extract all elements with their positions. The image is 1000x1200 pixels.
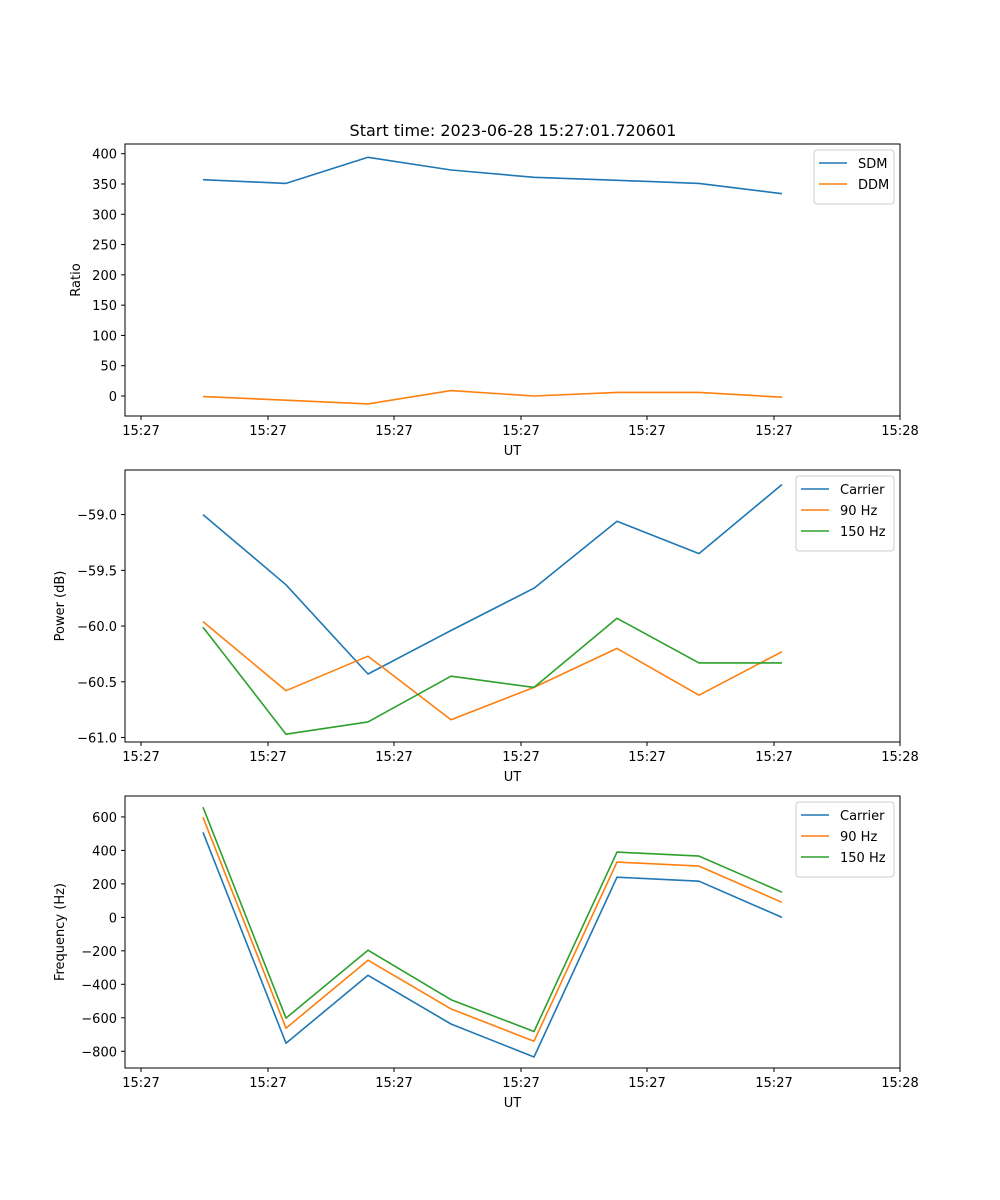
y-tick-label: −59.0 [77,509,117,524]
x-tick-label: 15:27 [502,424,539,439]
y-tick-label: 200 [92,878,117,893]
x-axis-label: UT [504,1096,522,1111]
y-tick-label: −61.0 [77,732,117,747]
y-tick-label: −60.0 [77,620,117,635]
legend-box [795,475,895,552]
legend-label: DDM [858,178,889,193]
x-tick-label: 15:27 [755,424,792,439]
x-tick-label: 15:28 [881,1076,918,1091]
legend-label: 90 Hz [840,504,877,519]
series-line-150-hz [202,806,783,1033]
y-tick-label: 200 [92,269,117,284]
y-tick-label: 600 [92,811,117,826]
y-tick-label: 50 [100,360,117,375]
y-tick-label: 350 [92,178,117,193]
x-tick-label: 15:27 [249,424,286,439]
series-line-sdm [202,156,783,195]
x-tick-label: 15:27 [122,1076,159,1091]
x-tick-label: 15:27 [755,750,792,765]
axes-3: 15:27 15:27 15:27 15:27 15:27 15:27 15:28 −800 −… [53,795,919,1111]
y-tick-label: 400 [92,844,117,859]
y-axis-label: Ratio [69,263,84,296]
x-tick-label: 15:27 [375,424,412,439]
x-tick-label: 15:27 [122,750,159,765]
x-tick-label: 15:27 [628,750,665,765]
y-tick-label: −400 [81,978,117,993]
y-axis-label: Frequency (Hz) [53,883,68,981]
x-tick-label: 15:28 [881,424,918,439]
legend-label: SDM [858,157,887,172]
x-tick-label: 15:27 [628,424,665,439]
legend-label: 150 Hz [840,525,886,540]
x-tick-label: 15:27 [502,1076,539,1091]
series-line-carrier [202,483,783,675]
x-tick-label: 15:27 [628,1076,665,1091]
x-axis-label: UT [504,770,522,785]
x-tick-label: 15:27 [375,750,412,765]
series-line-90-hz [202,817,783,1042]
legend-label: Carrier [840,483,885,498]
y-tick-label: −60.5 [77,676,117,691]
figure-title: Start time: 2023-06-28 15:27:01.720601 [350,121,677,140]
series-line-90-hz [202,620,783,721]
y-tick-label: −600 [81,1012,117,1027]
axes-frame [124,143,901,417]
legend-label: Carrier [840,809,885,824]
x-axis-label: UT [504,444,522,459]
y-tick-label: 100 [92,329,117,344]
axes-frame [124,795,901,1069]
y-tick-label: 300 [92,208,117,223]
y-tick-label: 0 [109,911,117,926]
y-tick-label: 0 [109,390,117,405]
x-tick-label: 15:27 [755,1076,792,1091]
series-line-carrier [202,832,783,1058]
legend-label: 90 Hz [840,830,877,845]
series-line-150-hz [202,617,782,736]
x-tick-label: 15:27 [502,750,539,765]
axes-frame [124,469,901,743]
y-tick-label: −200 [81,945,117,960]
series-line-ddm [202,389,783,405]
legend-label: 150 Hz [840,851,886,866]
y-axis-label: Power (dB) [53,571,68,642]
x-tick-label: 15:27 [249,750,286,765]
y-tick-label: 250 [92,239,117,254]
legend-box [795,801,895,878]
x-tick-label: 15:27 [249,1076,286,1091]
axes-2: 15:27 15:27 15:27 15:27 15:27 15:27 15:28 −59.0… [53,469,919,785]
y-tick-label: 400 [92,148,117,163]
x-tick-label: 15:27 [122,424,159,439]
y-tick-label: −800 [81,1045,117,1060]
x-tick-label: 15:28 [881,750,918,765]
axes-1: 15:27 15:27 15:27 15:27 15:27 15:27 15:28 0 50 10… [69,143,919,459]
y-tick-label: 150 [92,299,117,314]
y-tick-label: −59.5 [77,564,117,579]
x-tick-label: 15:27 [375,1076,412,1091]
